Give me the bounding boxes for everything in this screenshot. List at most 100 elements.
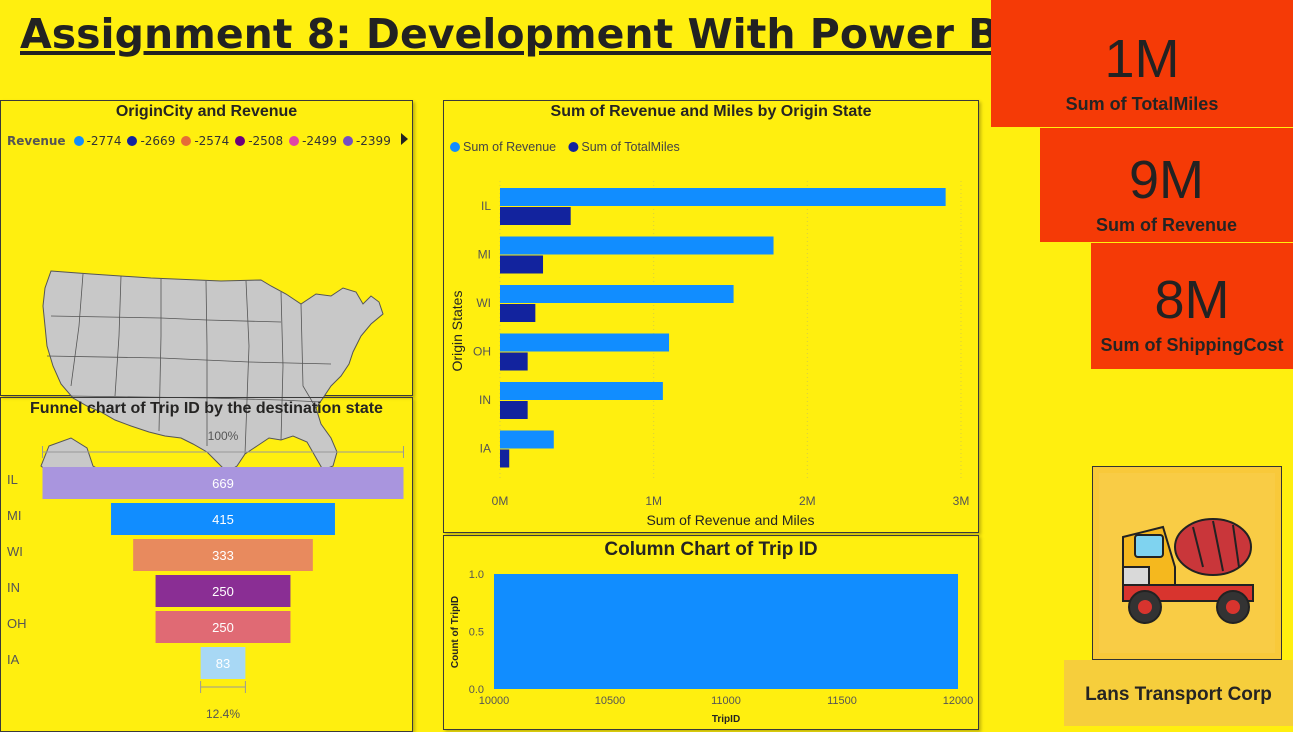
bar-title: Sum of Revenue and Miles by Origin State [550, 103, 872, 120]
column-title: Column Chart of Trip ID [604, 539, 818, 560]
y-tick-label: IL [481, 199, 491, 213]
y-tick-label: WI [476, 296, 491, 310]
column-bar [494, 574, 958, 689]
us-state-borders [46, 273, 332, 455]
map-legend-item[interactable]: -2499 [289, 134, 337, 148]
x-tick-label: 11500 [827, 695, 857, 707]
map-legend-item[interactable]: -2574 [181, 134, 229, 148]
funnel-panel[interactable]: Funnel chart of Trip ID by the destinati… [0, 397, 413, 732]
kpi-label: Sum of TotalMiles [1065, 94, 1219, 114]
funnel-bar [133, 539, 313, 571]
map-legend: Revenue -2774 -2669 -2574 -2508 -2499 -2399 [7, 134, 397, 148]
truck-logo [1099, 473, 1275, 653]
legend-label: -2669 [140, 134, 176, 148]
x-tick-label: 0M [492, 494, 509, 508]
bar [500, 382, 663, 400]
y-tick-label: IA [480, 442, 491, 456]
funnel-value-label: 250 [212, 584, 234, 599]
funnel-value-label: 333 [212, 548, 234, 563]
funnel-top-label: 100% [208, 429, 239, 443]
x-tick-label: 12000 [943, 695, 974, 707]
bar [500, 236, 774, 255]
y-tick-label: OH [473, 345, 491, 359]
x-axis-label: Sum of Revenue and Miles [646, 512, 814, 528]
y-tick-label: 1.0 [469, 569, 484, 581]
bar [500, 188, 946, 206]
kpi-shipping-cost: 8M Sum of ShippingCost [1091, 243, 1293, 369]
map-title: OriginCity and Revenue [115, 103, 298, 120]
bar [500, 352, 528, 371]
company-name: Lans Transport Corp [1085, 684, 1272, 705]
x-tick-label: 3M [953, 494, 970, 508]
legend-dot [568, 142, 579, 152]
legend-label: -2574 [194, 134, 230, 148]
y-tick-label: MI [478, 248, 491, 262]
bar [500, 255, 544, 274]
legend-label: -2399 [355, 134, 391, 148]
kpi-label: Sum of Revenue [1095, 215, 1238, 235]
funnel-title: Funnel chart of Trip ID by the destinati… [30, 400, 383, 417]
kpi-value: 8M [1154, 270, 1230, 330]
funnel-bottom-label: 12.4% [206, 707, 240, 721]
x-tick-label: 1M [645, 494, 662, 508]
funnel-category-label: IL [7, 472, 18, 487]
chevron-right-icon[interactable] [401, 133, 408, 145]
x-axis-label: TripID [712, 714, 740, 725]
kpi-total-miles: 1M Sum of TotalMiles [991, 0, 1293, 127]
kpi-value: 1M [1104, 29, 1180, 89]
funnel-category-label: IN [7, 580, 20, 595]
logo-frame [1092, 466, 1282, 660]
legend-label: -2508 [248, 134, 284, 148]
kpi-revenue: 9M Sum of Revenue [1040, 128, 1293, 242]
page-title: Assignment 8: Development With Power BI [20, 10, 1015, 58]
y-axis-label: Count of TripID [450, 596, 461, 668]
legend-dot [127, 136, 138, 146]
map-legend-item[interactable]: -2669 [127, 134, 175, 148]
map-panel[interactable]: OriginCity and Revenue Revenue -2774 -266… [0, 100, 413, 479]
funnel-bar [200, 647, 246, 679]
map-legend-item[interactable]: -2508 [235, 134, 283, 148]
legend-dot [450, 142, 460, 152]
funnel-chart: 100% 669 IL 415 MI 333 WI 250 IN 250 OH 83 IA 12.4% [7, 429, 404, 721]
y-tick-label: IN [479, 393, 491, 407]
funnel-value-label: 83 [216, 656, 230, 671]
legend-label: -2499 [302, 134, 337, 148]
bar [500, 333, 670, 352]
funnel-category-label: OH [7, 616, 27, 631]
map-legend-item[interactable]: -2774 [73, 134, 122, 148]
funnel-category-label: MI [7, 508, 21, 523]
bar [500, 401, 528, 419]
legend-dot [235, 136, 246, 146]
bar [500, 449, 510, 468]
column-chart: 0.0 0.5 1.0 10000 10500 11000 11500 12000 TripID… [450, 569, 974, 725]
kpi-label: Sum of ShippingCost [1100, 335, 1284, 355]
funnel-value-label: 250 [212, 620, 234, 635]
legend-label: Sum of TotalMiles [581, 140, 679, 154]
legend-dot [289, 136, 300, 146]
bar [500, 304, 536, 322]
bar-chart: Sum of Revenue Sum of TotalMiles 0M 1M 2M 3M I… [449, 140, 970, 528]
legend-dot [181, 136, 192, 146]
legend-label: Sum of Revenue [463, 140, 556, 154]
x-tick-label: 10000 [479, 695, 510, 707]
funnel-category-label: IA [7, 652, 20, 667]
map-legend-item[interactable]: -2399 [342, 134, 391, 148]
y-axis-label: Origin States [449, 291, 465, 372]
funnel-value-label: 415 [212, 512, 234, 527]
legend-dot [342, 136, 353, 146]
funnel-category-label: WI [7, 544, 23, 559]
funnel-bar [155, 611, 291, 643]
bar [500, 430, 554, 449]
legend-dot [73, 136, 84, 146]
legend-label: -2774 [86, 134, 122, 148]
company-box: Lans Transport Corp [1064, 660, 1293, 726]
bar-panel[interactable]: Sum of Revenue and Miles by Origin State… [443, 100, 979, 533]
y-tick-label: 0.0 [469, 684, 484, 696]
x-tick-label: 2M [799, 494, 816, 508]
funnel-bar [155, 575, 291, 607]
column-panel[interactable]: Column Chart of Trip ID 0.0 0.5 1.0 10000 10… [443, 535, 979, 730]
x-tick-label: 11000 [711, 695, 741, 707]
funnel-value-label: 669 [212, 476, 234, 491]
funnel-bar [42, 467, 404, 499]
kpi-value: 9M [1128, 150, 1204, 210]
